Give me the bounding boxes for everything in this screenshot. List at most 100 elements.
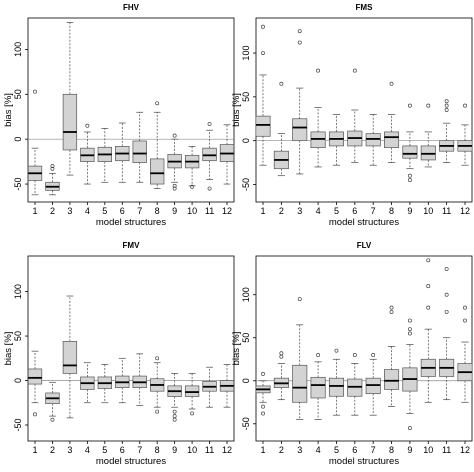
outlier-point: [261, 24, 265, 29]
box-3: [292, 297, 308, 420]
y-tick-label: 50: [13, 331, 23, 341]
box-iqr: [384, 369, 400, 390]
x-tick-label: 2: [279, 445, 284, 455]
box-2: [273, 81, 289, 177]
box-iqr: [292, 364, 308, 403]
outlier-point: [172, 186, 177, 191]
outlier-point: [172, 414, 177, 419]
box-iqr: [27, 368, 43, 385]
outlier-point: [426, 103, 431, 108]
outlier-point: [279, 351, 284, 356]
box-9: [167, 373, 182, 422]
x-axis-label: model structures: [329, 217, 399, 228]
outlier-point: [463, 103, 467, 108]
box-10: [184, 373, 200, 416]
box-iqr: [132, 140, 147, 163]
box-11: [202, 366, 217, 408]
outlier-point: [444, 292, 449, 297]
outlier-point: [426, 305, 431, 310]
x-tick-label: 3: [67, 445, 72, 455]
y-tick-label: 0: [13, 378, 23, 383]
x-tick-label: 6: [352, 206, 357, 216]
box-2: [45, 164, 60, 196]
plot-frame: [255, 17, 473, 203]
y-axis-label: bias [%]: [231, 332, 242, 366]
x-tick-label: 3: [67, 206, 72, 216]
box-12: [457, 305, 473, 403]
x-tick-label: 9: [407, 206, 412, 216]
x-tick-label: 7: [137, 206, 142, 216]
box-8: [150, 356, 165, 414]
box-3: [62, 22, 78, 176]
box-9: [167, 133, 182, 191]
box-6: [115, 122, 130, 183]
panel-title: FMS: [356, 3, 374, 12]
x-tick-label: 5: [102, 206, 107, 216]
y-tick-label: 100: [241, 46, 251, 61]
x-tick-label: 10: [423, 445, 433, 455]
outlier-point: [297, 297, 302, 301]
box-3: [62, 295, 78, 419]
outlier-point: [297, 29, 302, 34]
outlier-point: [407, 426, 412, 431]
outlier-point: [444, 99, 449, 104]
outlier-point: [444, 266, 449, 271]
y-axis-label: bias [%]: [3, 93, 14, 127]
y-axis-label: bias [%]: [3, 332, 14, 366]
outlier-point: [155, 409, 160, 414]
outlier-point: [444, 309, 449, 314]
box-9: [402, 103, 418, 183]
box-10: [420, 103, 436, 168]
x-tick-label: 8: [389, 445, 394, 455]
x-axis-label: model structures: [96, 217, 166, 228]
box-8: [384, 81, 400, 163]
y-tick-label: 0: [241, 138, 251, 143]
outlier-point: [407, 327, 412, 332]
outlier-point: [279, 81, 284, 86]
x-tick-label: 9: [407, 445, 412, 455]
x-tick-label: 5: [102, 445, 107, 455]
box-11: [202, 121, 217, 191]
outlier-point: [352, 353, 357, 357]
x-tick-label: 4: [85, 445, 90, 455]
x-tick-label: 2: [50, 445, 55, 455]
x-tick-label: 10: [423, 206, 433, 216]
box-12: [457, 103, 473, 166]
outlier-point: [407, 178, 412, 183]
outlier-point: [316, 353, 321, 357]
x-tick-label: 7: [137, 445, 142, 455]
y-tick-label: 100: [13, 284, 23, 299]
outlier-point: [33, 412, 37, 417]
box-2: [273, 351, 289, 401]
box-4: [80, 362, 95, 404]
y-tick-label: -50: [241, 417, 251, 430]
y-tick-label: -50: [13, 418, 23, 431]
x-tick-label: 4: [316, 445, 321, 455]
y-tick-label: 0: [241, 378, 251, 383]
x-tick-label: 12: [460, 206, 470, 216]
box-10: [420, 258, 436, 403]
box-10: [184, 146, 200, 189]
box-iqr: [310, 376, 326, 399]
box-2: [45, 381, 60, 422]
box-iqr: [150, 158, 165, 185]
x-tick-label: 4: [316, 206, 321, 216]
box-iqr: [62, 341, 78, 374]
box-7: [132, 111, 147, 183]
box-iqr: [62, 93, 78, 151]
x-tick-label: 1: [260, 206, 265, 216]
outlier-point: [207, 121, 212, 126]
y-tick-label: 100: [13, 42, 23, 57]
y-tick-label: 100: [241, 287, 251, 302]
y-tick-label: 50: [13, 89, 23, 99]
box-iqr: [384, 131, 400, 149]
panel-title: FMV: [123, 241, 141, 250]
outlier-point: [444, 108, 449, 112]
box-4: [310, 68, 326, 168]
box-iqr: [402, 145, 418, 159]
outlier-point: [407, 318, 412, 323]
